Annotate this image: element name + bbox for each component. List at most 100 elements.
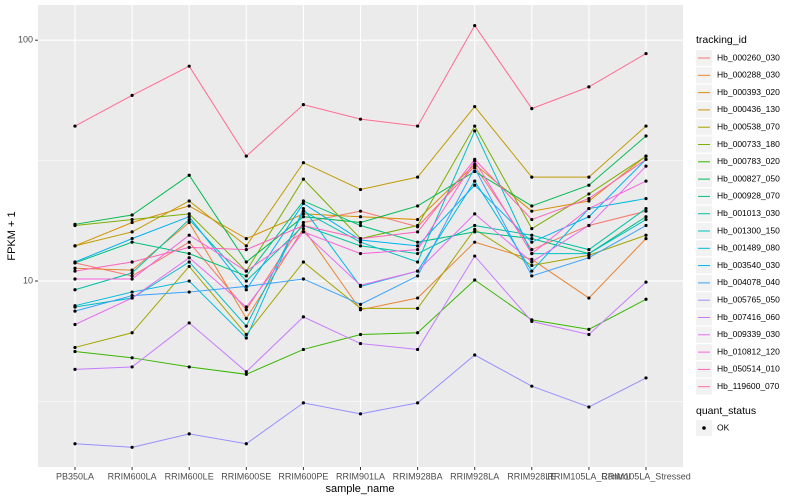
legend-label: Hb_001300_150	[717, 225, 780, 235]
data-point	[130, 217, 134, 222]
legend-label: Hb_009339_030	[717, 329, 780, 339]
data-point	[416, 240, 420, 244]
data-point	[358, 251, 363, 256]
data-point	[644, 209, 648, 213]
y-axis-title: FPKM + 1	[6, 211, 18, 260]
data-point	[473, 353, 477, 357]
data-point	[416, 124, 420, 128]
data-point	[244, 442, 248, 446]
data-point	[358, 302, 363, 306]
data-point	[358, 244, 363, 248]
legend-label: Hb_000538_070	[717, 121, 780, 131]
data-point	[530, 106, 534, 111]
data-point	[416, 274, 420, 278]
data-point	[530, 260, 534, 264]
legend-label: Hb_004078_040	[717, 277, 780, 287]
data-point	[530, 269, 534, 273]
data-point	[416, 217, 420, 222]
data-point	[187, 240, 191, 244]
data-point	[358, 209, 363, 213]
data-point	[644, 179, 648, 183]
data-point	[301, 315, 305, 319]
data-point	[130, 220, 134, 225]
data-point	[644, 217, 648, 222]
x-tick-label: RRIM928BA	[393, 471, 443, 481]
data-point	[358, 220, 363, 225]
legend-label: Hb_003540_030	[717, 260, 780, 270]
data-point	[358, 332, 363, 337]
data-point	[187, 233, 191, 237]
data-point	[130, 237, 134, 241]
data-point	[73, 266, 77, 270]
data-point	[416, 230, 420, 234]
x-tick-label: RRIM600LA	[108, 471, 157, 481]
data-point	[644, 134, 648, 138]
data-point	[530, 240, 534, 244]
data-point	[301, 401, 305, 405]
data-point	[244, 336, 248, 340]
data-point	[530, 319, 534, 323]
data-point	[130, 277, 134, 281]
data-point	[73, 304, 77, 308]
data-point	[301, 199, 305, 203]
data-point	[644, 280, 648, 284]
data-point	[301, 206, 305, 211]
legend-label: Hb_000928_070	[717, 191, 780, 201]
data-point	[130, 240, 134, 244]
data-point	[644, 215, 648, 219]
data-point	[644, 206, 648, 211]
data-point	[530, 217, 534, 222]
data-point	[187, 290, 191, 294]
data-point	[358, 341, 363, 346]
data-point	[358, 306, 363, 310]
data-point	[244, 237, 248, 241]
data-point	[130, 294, 134, 298]
legend-label: Hb_007416_060	[717, 312, 780, 322]
data-point	[130, 445, 134, 449]
data-point	[473, 157, 477, 161]
data-point	[358, 283, 363, 287]
legend-label: Hb_000260_030	[717, 52, 780, 62]
data-point	[587, 405, 591, 409]
legend-title: tracking_id	[696, 34, 747, 46]
data-point	[130, 93, 134, 97]
data-point	[416, 296, 420, 300]
data-point	[587, 206, 591, 211]
data-point	[358, 117, 363, 121]
data-point	[73, 260, 77, 264]
legend-label: Hb_000288_030	[717, 70, 780, 80]
data-point	[644, 297, 648, 301]
data-point	[358, 187, 363, 192]
data-point	[130, 296, 134, 300]
legend-label: Hb_005765_050	[717, 294, 780, 304]
data-point	[530, 209, 534, 213]
data-point	[244, 332, 248, 337]
data-point	[187, 64, 191, 68]
data-point	[644, 51, 648, 56]
data-point	[416, 223, 420, 228]
data-point	[301, 161, 305, 165]
data-point	[301, 209, 305, 213]
legend-label: Hb_001013_030	[717, 208, 780, 218]
data-point	[73, 244, 77, 248]
data-point	[587, 192, 591, 196]
data-point	[530, 248, 534, 252]
data-point	[587, 215, 591, 219]
data-point	[530, 233, 534, 237]
data-point	[187, 432, 191, 436]
data-point	[473, 23, 477, 28]
data-point	[244, 269, 248, 273]
data-point	[130, 213, 134, 217]
data-point	[473, 124, 477, 128]
data-point	[73, 367, 77, 371]
data-point	[73, 222, 77, 226]
data-point	[301, 347, 305, 352]
data-point	[73, 309, 77, 313]
legend-point	[702, 426, 706, 430]
data-point	[73, 288, 77, 292]
data-point	[187, 215, 191, 219]
data-point	[530, 384, 534, 388]
data-point	[244, 288, 248, 292]
data-point	[530, 263, 534, 268]
